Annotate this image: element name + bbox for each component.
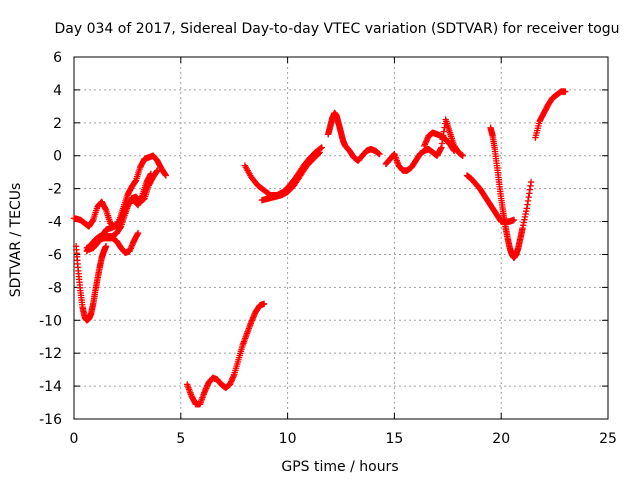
data-point	[451, 147, 458, 154]
y-tick-label: -6	[48, 247, 62, 263]
data-point	[562, 88, 569, 95]
plot-frame	[73, 56, 609, 420]
data-point	[318, 144, 325, 151]
chart-title: Day 034 of 2017, Sidereal Day-to-day VTE…	[54, 21, 619, 37]
y-tick-label: -4	[48, 215, 62, 231]
x-axis-label: GPS time / hours	[281, 459, 398, 475]
data-point	[147, 170, 155, 178]
y-axis-label: SDTVAR / TECUs	[8, 183, 24, 298]
data-point	[162, 172, 170, 179]
y-tick-label: -14	[39, 379, 62, 395]
y-axis-ticks: 6 4 2 0 -2 -4 -6 -8 -10 -12 -14 -16	[39, 50, 608, 428]
data-point	[260, 300, 268, 308]
y-tick-label: -16	[39, 412, 62, 428]
y-tick-label: 6	[53, 50, 62, 66]
y-tick-label: -8	[48, 280, 62, 296]
y-tick-label: 2	[53, 116, 62, 132]
grid	[74, 57, 608, 419]
x-tick-label: 25	[599, 431, 617, 447]
x-tick-label: 0	[70, 431, 79, 447]
y-tick-label: -12	[39, 346, 62, 362]
x-axis-ticks: 0 5 10 15 20 25	[70, 57, 617, 447]
y-tick-label: 4	[53, 83, 62, 99]
data-point	[317, 145, 325, 152]
x-tick-label: 15	[385, 431, 403, 447]
data-point	[154, 167, 161, 174]
y-tick-label: 0	[53, 149, 62, 165]
x-tick-label: 20	[492, 431, 510, 447]
y-tick-label: -10	[39, 313, 62, 329]
y-tick-label: -2	[48, 182, 62, 198]
data-point	[527, 178, 535, 186]
data-point	[459, 152, 466, 159]
data-point	[315, 150, 322, 157]
data-point	[316, 149, 323, 156]
data-point	[134, 229, 142, 237]
x-tick-label: 5	[176, 431, 185, 447]
data-point	[102, 243, 110, 250]
x-tick-label: 10	[279, 431, 297, 447]
data-point	[376, 150, 383, 158]
data-points	[70, 88, 569, 408]
data-point	[510, 216, 518, 224]
